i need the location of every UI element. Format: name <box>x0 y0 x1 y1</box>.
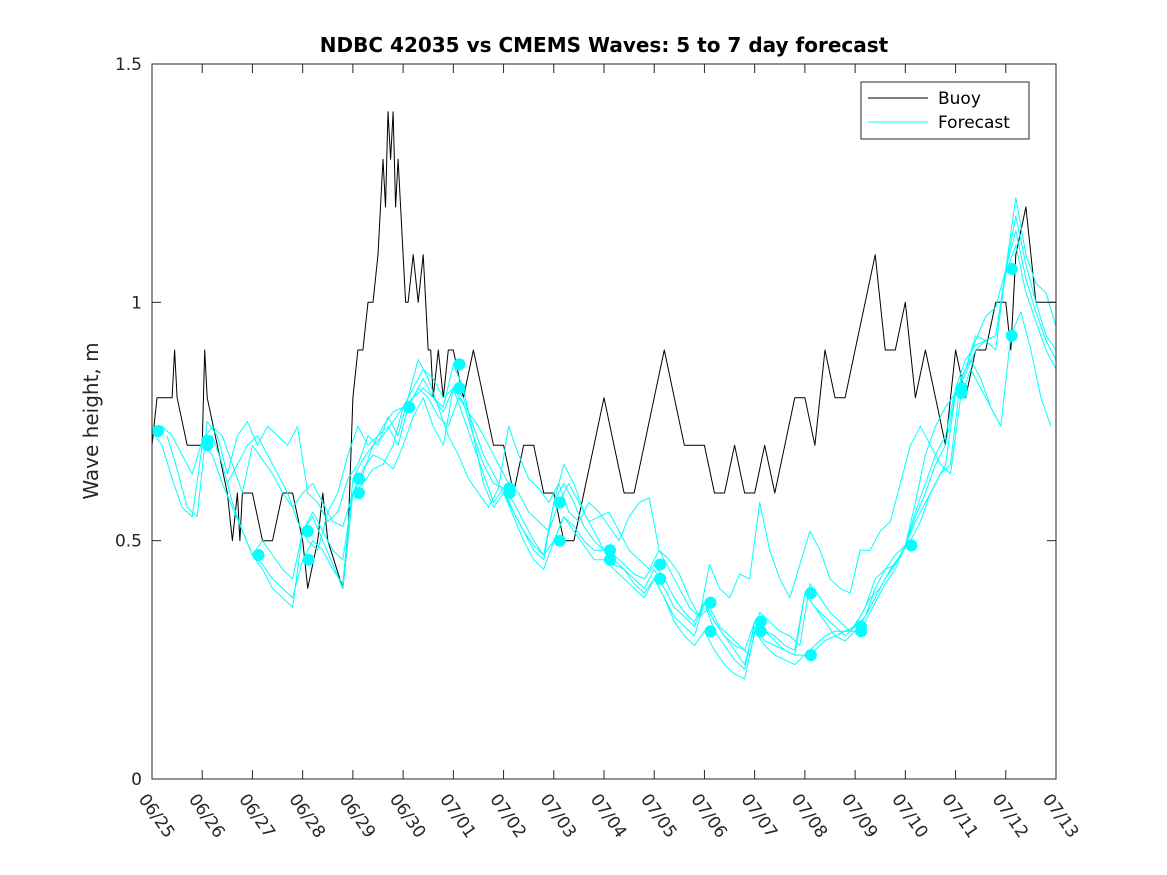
forecast-marker <box>152 425 164 437</box>
forecast-marker <box>604 544 616 557</box>
marker-layer <box>152 263 1018 662</box>
forecast-marker <box>704 596 717 609</box>
legend-label-buoy: Buoy <box>938 89 981 109</box>
forecast-marker <box>301 525 314 538</box>
legend-box <box>860 81 1030 140</box>
series-line-forecast-6 <box>251 230 1057 656</box>
forecast-marker <box>252 549 265 561</box>
y-tick-label: 1.5 <box>115 55 142 75</box>
forecast-marker <box>754 625 767 638</box>
plot-area <box>152 64 1056 779</box>
y-axis-label: Wave height, m <box>79 342 103 499</box>
forecast-marker <box>955 386 968 399</box>
forecast-marker <box>1005 329 1018 342</box>
forecast-marker <box>453 382 466 395</box>
legend: Buoy Forecast <box>860 81 1030 140</box>
forecast-marker <box>302 553 315 566</box>
forecast-marker <box>352 472 365 485</box>
series-line-forecast-5 <box>226 311 1052 656</box>
forecast-marker <box>604 553 616 566</box>
forecast-marker <box>553 496 566 509</box>
forecast-marker <box>654 558 667 571</box>
forecast-marker <box>905 539 918 552</box>
forecast-marker <box>804 587 817 600</box>
chart-title: NDBC 42035 vs CMEMS Waves: 5 to 7 day fo… <box>320 33 889 57</box>
forecast-marker <box>804 649 817 662</box>
forecast-marker <box>1005 263 1018 275</box>
y-tick-label: 0.5 <box>115 532 142 552</box>
y-axis: 0 0.5 1 1.5 <box>115 55 1056 790</box>
series-line-buoy <box>151 111 1056 589</box>
forecast-marker <box>704 625 717 638</box>
forecast-marker <box>503 487 516 499</box>
series-line-forecast-3 <box>201 197 1057 666</box>
forecast-marker <box>403 401 416 414</box>
forecast-marker <box>654 572 667 585</box>
forecast-marker <box>855 625 868 638</box>
forecast-marker <box>352 487 365 499</box>
forecast-marker <box>201 439 214 452</box>
forecast-marker <box>754 615 767 628</box>
y-tick-label: 1 <box>131 293 142 313</box>
forecast-marker <box>553 534 566 547</box>
legend-label-forecast: Forecast <box>938 113 1010 133</box>
forecast-marker <box>453 358 466 371</box>
y-tick-label: 0 <box>131 770 142 790</box>
